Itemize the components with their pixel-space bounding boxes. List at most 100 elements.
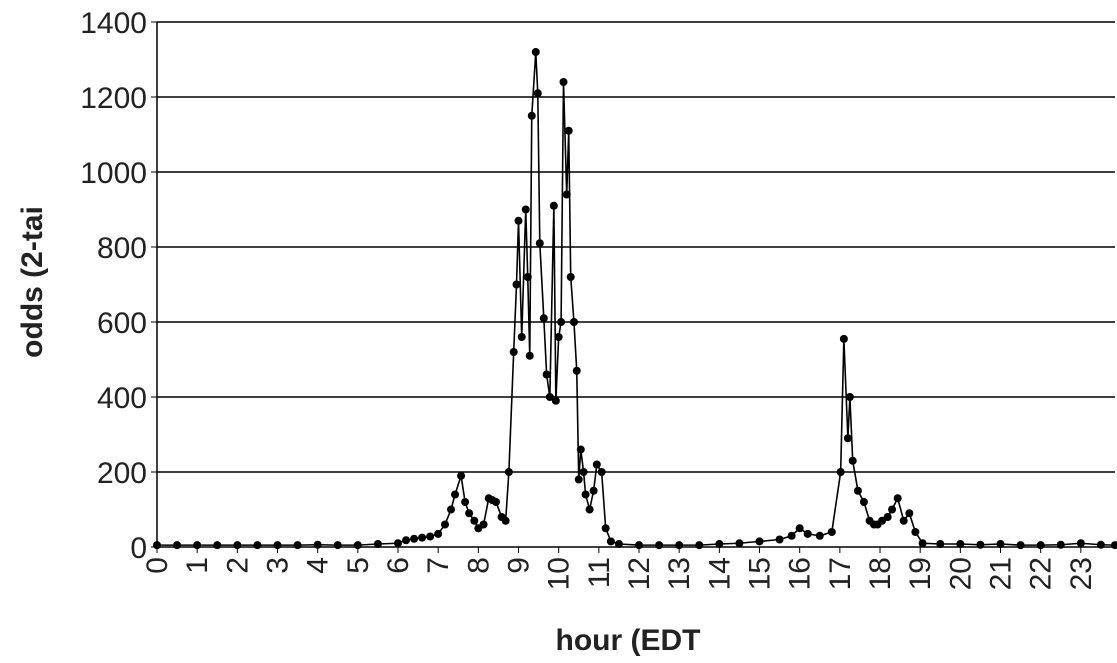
data-point: [905, 509, 914, 518]
data-point: [293, 541, 302, 550]
data-point: [579, 468, 588, 476]
data-point: [512, 280, 521, 289]
data-point: [551, 396, 560, 405]
data-point: [521, 205, 530, 214]
data-point: [848, 456, 857, 465]
data-point: [1096, 540, 1105, 549]
data-point: [479, 520, 488, 529]
data-point: [976, 540, 985, 549]
data-point: [559, 78, 568, 86]
x-tick-label: 12: [623, 557, 656, 590]
y-tick-label: 1000: [80, 157, 147, 190]
data-point: [273, 541, 282, 550]
data-point: [735, 539, 744, 548]
data-point: [574, 475, 583, 484]
y-axis-label: odds (2-tai: [16, 206, 49, 358]
y-tick-label: 200: [97, 457, 147, 490]
x-tick-label: 17: [824, 557, 857, 590]
data-point: [492, 498, 501, 506]
data-point: [233, 541, 242, 550]
y-tick-label: 800: [97, 232, 147, 265]
data-point: [581, 490, 590, 499]
data-point: [539, 314, 548, 323]
data-point: [1016, 541, 1025, 550]
data-point: [527, 111, 536, 120]
x-tick-label: 11: [583, 557, 616, 588]
data-point: [572, 366, 581, 375]
x-tick-label: 0: [141, 557, 174, 574]
x-tick-label: 21: [985, 557, 1018, 590]
data-point: [213, 541, 222, 550]
data-point: [911, 528, 920, 536]
data-point: [470, 516, 479, 525]
data-point: [533, 89, 542, 98]
data-point: [918, 539, 927, 548]
data-point: [795, 524, 804, 533]
data-point: [1111, 541, 1117, 550]
data-point: [888, 505, 897, 514]
data-point: [535, 239, 544, 248]
data-point: [839, 334, 848, 343]
data-point: [675, 541, 684, 550]
data-point: [542, 370, 551, 379]
data-point: [373, 540, 382, 548]
data-point: [523, 273, 532, 281]
data-point: [451, 490, 460, 499]
data-point: [564, 126, 573, 135]
data-point: [394, 539, 403, 548]
x-tick-label: 14: [703, 557, 736, 590]
data-point: [893, 494, 902, 503]
data-point: [601, 524, 610, 533]
data-point: [514, 216, 523, 225]
data-point: [597, 468, 606, 476]
data-point: [501, 516, 510, 525]
data-point: [173, 541, 182, 550]
data-point: [585, 505, 594, 514]
data-point: [457, 471, 466, 480]
data-point: [434, 529, 443, 538]
data-point: [635, 541, 644, 550]
data-point: [313, 540, 322, 549]
data-point: [353, 541, 362, 550]
data-point: [504, 468, 513, 476]
data-point: [845, 393, 854, 401]
data-point: [655, 541, 664, 550]
data-point: [562, 190, 571, 199]
data-point: [614, 540, 623, 548]
x-tick-label: 3: [262, 557, 295, 574]
x-tick-label: 6: [382, 557, 415, 574]
x-tick-label: 9: [503, 557, 536, 574]
data-point: [883, 513, 892, 521]
data-point: [447, 505, 456, 514]
x-tick-label: 16: [784, 557, 817, 590]
x-tick-label: 4: [302, 557, 335, 574]
data-point: [1076, 539, 1085, 548]
data-point: [545, 393, 554, 401]
x-tick-label: 10: [543, 557, 576, 590]
y-tick-label: 1400: [80, 7, 147, 40]
data-point: [517, 333, 526, 341]
data-point: [715, 540, 724, 548]
data-point: [410, 534, 419, 543]
data-point: [787, 531, 796, 540]
data-point: [775, 535, 784, 544]
data-point: [402, 536, 411, 545]
y-tick-label: 600: [97, 307, 147, 340]
data-point: [815, 531, 824, 540]
x-tick-label: 13: [663, 557, 696, 590]
data-point: [755, 537, 764, 546]
x-tick-label: 20: [944, 557, 977, 590]
x-tick-label: 8: [462, 557, 495, 574]
data-point: [461, 498, 470, 506]
data-point: [1036, 541, 1045, 550]
data-point: [859, 498, 868, 506]
data-point: [525, 351, 534, 360]
x-tick-label: 15: [744, 557, 777, 590]
y-tick-label: 1200: [80, 82, 147, 115]
data-point: [333, 541, 342, 550]
x-tick-label: 5: [342, 557, 375, 574]
data-point: [936, 540, 945, 548]
x-tick-label: 7: [422, 557, 455, 574]
data-point: [606, 537, 615, 546]
x-tick-label: 2: [221, 557, 254, 574]
